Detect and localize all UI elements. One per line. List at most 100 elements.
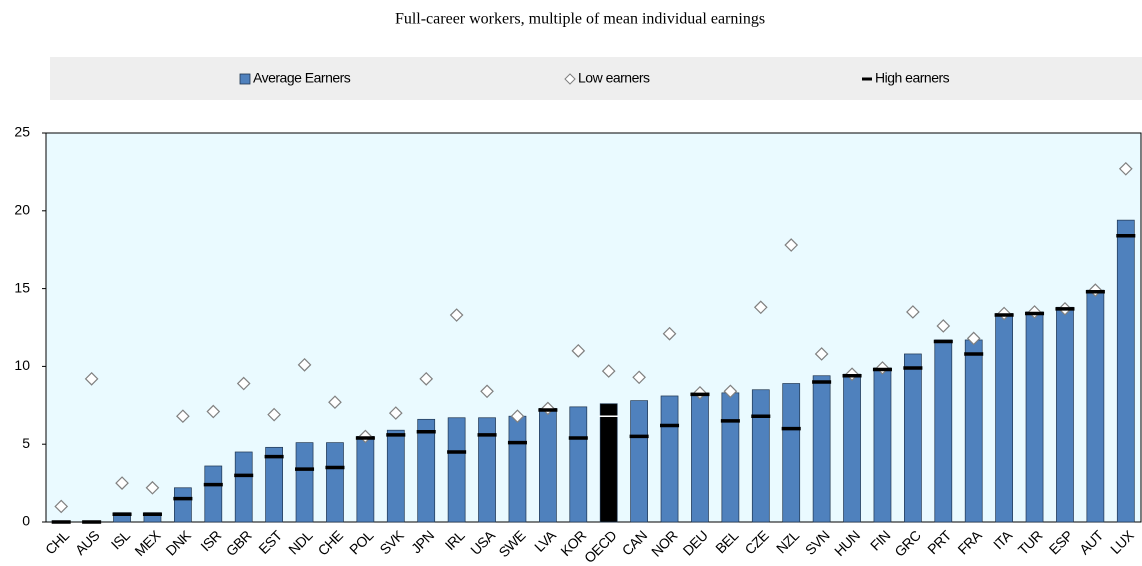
bar bbox=[386, 429, 405, 523]
x-tick-label: ISR bbox=[197, 527, 224, 554]
bar bbox=[812, 375, 831, 523]
low-earner-marker bbox=[84, 371, 99, 386]
bar bbox=[447, 417, 466, 523]
bar bbox=[782, 383, 801, 523]
low-earner-marker bbox=[662, 326, 677, 341]
low-earner-marker bbox=[601, 364, 616, 378]
x-tick-label: IRL bbox=[442, 527, 468, 553]
bar bbox=[234, 451, 253, 523]
x-tick-label: GRC bbox=[891, 527, 924, 560]
low-earner-marker bbox=[419, 371, 434, 386]
low-earner-marker bbox=[145, 480, 160, 495]
x-tick-label: FIN bbox=[867, 527, 893, 553]
low-earner-marker bbox=[267, 407, 281, 422]
bar bbox=[1056, 306, 1074, 523]
x-tick-label: ISL bbox=[108, 527, 134, 553]
x-tick-label: PRT bbox=[924, 527, 955, 558]
x-tick-label: AUS bbox=[72, 527, 103, 558]
x-tick-label: CAN bbox=[619, 527, 650, 558]
x-tick-label: CZE bbox=[741, 527, 771, 557]
low-earner-marker bbox=[328, 395, 342, 410]
x-tick-label: DEU bbox=[680, 527, 711, 558]
low-earner-marker bbox=[115, 476, 129, 490]
low-earner-marker bbox=[936, 319, 951, 333]
y-tick-label: 5 bbox=[22, 435, 30, 451]
bar bbox=[508, 415, 527, 523]
bar bbox=[417, 418, 436, 523]
bar bbox=[964, 339, 983, 523]
bar bbox=[204, 465, 223, 523]
low-earner-marker bbox=[176, 409, 190, 424]
low-earner-marker bbox=[571, 343, 586, 358]
x-tick-label: ITA bbox=[990, 527, 1016, 553]
x-tick-label: TUR bbox=[1015, 527, 1046, 558]
low-earner-marker bbox=[449, 308, 464, 322]
bar bbox=[873, 367, 892, 523]
bar bbox=[569, 406, 588, 523]
bar bbox=[843, 373, 861, 523]
bar bbox=[751, 389, 770, 523]
bar bbox=[1086, 289, 1105, 523]
bar bbox=[691, 392, 709, 523]
plot-area bbox=[45, 132, 1142, 523]
y-tick-label: 10 bbox=[14, 357, 30, 373]
low-earner-marker bbox=[814, 347, 829, 361]
low-earner-marker bbox=[510, 409, 525, 424]
bar bbox=[904, 353, 922, 523]
bar bbox=[265, 446, 283, 523]
bar bbox=[478, 417, 496, 523]
low-earner-marker bbox=[632, 370, 646, 385]
low-earner-marker bbox=[236, 376, 251, 391]
bar bbox=[326, 442, 344, 523]
x-tick-label: DNK bbox=[162, 527, 194, 559]
x-tick-label: NDL bbox=[285, 527, 316, 558]
x-tick-label: CHE bbox=[315, 527, 346, 558]
x-tick-label: FRA bbox=[954, 527, 985, 558]
low-earner-marker bbox=[753, 300, 768, 315]
low-earner-marker bbox=[297, 357, 312, 372]
legend-background bbox=[50, 57, 1142, 100]
bar bbox=[934, 339, 953, 523]
low-earner-marker bbox=[966, 331, 981, 346]
low-earner-marker bbox=[54, 499, 69, 514]
bar bbox=[539, 408, 557, 523]
x-tick-label: SWE bbox=[495, 527, 528, 560]
x-tick-label: AUT bbox=[1076, 527, 1107, 558]
x-tick-label: EST bbox=[255, 527, 285, 557]
x-tick-label: ESP bbox=[1046, 527, 1076, 557]
bar bbox=[660, 395, 679, 523]
bar bbox=[630, 400, 648, 523]
x-tick-label: LVA bbox=[531, 527, 559, 555]
low-earner-marker bbox=[723, 384, 738, 399]
x-tick-label: SVN bbox=[802, 527, 833, 558]
x-tick-label: SVK bbox=[376, 527, 407, 558]
low-earner-marker bbox=[784, 238, 799, 252]
low-earner-marker bbox=[388, 406, 403, 420]
low-earner-marker bbox=[906, 305, 920, 319]
bar bbox=[1116, 219, 1135, 523]
x-tick-label: BEL bbox=[712, 527, 741, 556]
bar bbox=[1025, 311, 1044, 523]
low-earner-marker bbox=[1118, 161, 1133, 176]
x-tick-label: NZL bbox=[773, 527, 802, 556]
legend-swatch bbox=[564, 73, 576, 85]
x-tick-label: HUN bbox=[831, 527, 863, 559]
x-tick-label: CHL bbox=[42, 527, 73, 558]
bar bbox=[721, 392, 740, 523]
x-tick-label: GBR bbox=[223, 527, 255, 559]
bar bbox=[174, 487, 192, 523]
y-tick-label: 25 bbox=[14, 124, 30, 140]
legend-swatch bbox=[239, 73, 251, 85]
x-tick-label: POL bbox=[346, 527, 377, 558]
x-tick-label: NOR bbox=[648, 527, 681, 560]
low-earner-marker bbox=[480, 384, 494, 399]
x-tick-label: OECD bbox=[581, 527, 620, 566]
x-tick-label: USA bbox=[467, 527, 498, 558]
bar bbox=[356, 436, 375, 523]
chart-title: Full-career workers, multiple of mean in… bbox=[395, 11, 765, 28]
legend-label: Average Earners bbox=[253, 70, 351, 86]
y-tick-label: 0 bbox=[22, 513, 30, 529]
x-tick-label: MEX bbox=[131, 527, 164, 560]
